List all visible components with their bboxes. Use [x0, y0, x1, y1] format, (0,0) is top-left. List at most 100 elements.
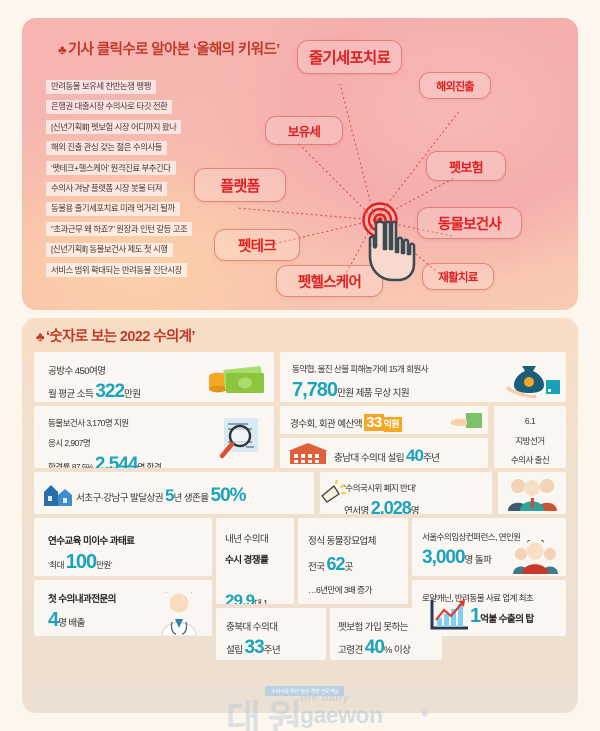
stat-line: 첫 수의내과전문의: [48, 594, 116, 605]
stat-line: 응시 2,907명: [48, 438, 91, 449]
stat-unit: 억불 수출의 탑: [480, 614, 534, 625]
hand-pointer-icon: [362, 202, 416, 282]
stat-number: 29.9: [225, 591, 255, 604]
list-item[interactable]: ‘펫테크+헬스케어’ 원격진료 부추긴다: [46, 161, 176, 176]
stat-line: …6년만에 3배 증가: [308, 585, 372, 596]
watermark-gaewon: gaewon: [300, 702, 383, 728]
stat-card-seocho-gangnam[interactable]: 서초구·강남구 발달상권 5년 생존율 50%: [34, 472, 314, 514]
stat-card-people-photo: [498, 472, 566, 514]
stat-line: ‘최대: [48, 560, 66, 571]
stat-card-suuiguksi[interactable]: ‘수의국시위 폐지 반대’ 연서명 2,028명: [320, 472, 492, 514]
stat-number: 40: [406, 446, 424, 465]
stat-line: 연수교육 미이수 과태료: [48, 536, 135, 547]
doctor-icon: [161, 592, 197, 636]
people-icon: [508, 479, 557, 511]
keyword-bubble-stemcell[interactable]: 줄기세포치료: [297, 40, 402, 74]
stat-number: 2,544: [94, 453, 139, 468]
stat-card-jangmyo-eopche[interactable]: 정식 동물장묘업체 전국 62곳 …6년만에 3배 증가: [298, 518, 408, 604]
keyword-bubble-ownership-tax[interactable]: 보유세: [265, 116, 343, 145]
megaphone-icon: [321, 480, 346, 503]
stat-number: 322: [95, 381, 125, 402]
stat-number: 33: [364, 414, 384, 431]
keyword-section-title: ♣ 기사 클릭수로 알아본 ‘올해의 키워드’: [58, 42, 280, 58]
headline-list: 반려동물 보유세 찬반논쟁 팽팽 은행권 대출시장 수의사로 타깃 전환 [신년…: [46, 76, 193, 280]
stats-grid: 공방수 450여명 월 평균 소득 322만원 동약협, 울진 산불 피해농가에…: [34, 352, 566, 691]
stat-unit: 명: [410, 506, 420, 514]
money-icon: [209, 366, 264, 393]
list-item[interactable]: 동물용 줄기세포치료 미래 먹거리 될까: [46, 202, 180, 217]
club-bullet-icon: ♣: [36, 329, 45, 344]
stat-card-royal-canin[interactable]: 로얄캐닌, 반려동물 사료 업계 최초 1억불 수출의 탑: [412, 580, 566, 636]
stat-card-suyang-gyeongjaengnyul[interactable]: 내년 수의대 수시 경쟁률 29.9대 1: [216, 518, 294, 604]
university-icon: [288, 443, 328, 464]
stat-number: 100: [65, 551, 97, 574]
keyword-bubble-pet-healthcare[interactable]: 펫헬스케어: [276, 265, 383, 297]
keyword-section: ♣ 기사 클릭수로 알아본 ‘올해의 키워드’ 반려동물 보유세 찬반논쟁 팽팽 …: [22, 18, 578, 310]
stat-card-naegwa-jeonmuni[interactable]: 첫 수의내과전문의 4명 배출: [34, 580, 212, 636]
list-item[interactable]: 은행권 대출시장 수의사로 타깃 전환: [46, 100, 173, 115]
list-item[interactable]: 수의사 겨냥 플랫폼 시장 봇물 터져: [46, 181, 167, 196]
stat-unit: 만원’: [96, 560, 113, 571]
stat-unit: 주년: [263, 645, 281, 657]
stat-card-chungnam-univ[interactable]: 충남대 수의대 설립 40주년: [280, 438, 488, 468]
stat-line: 6.1: [524, 416, 536, 426]
money-bag-icon: [506, 366, 560, 398]
keyword-bubble-pet-insurance[interactable]: 펫보험: [426, 151, 506, 181]
list-item[interactable]: 반려동물 보유세 찬반논쟁 팽팽: [46, 79, 156, 94]
stat-number: 33: [244, 637, 265, 659]
stat-unit: 만원: [124, 389, 141, 401]
stat-line: 월 평균 소득: [48, 389, 96, 401]
stat-line: 충북대 수의대: [226, 622, 278, 633]
stat-card-local-election[interactable]: 6.1 지방선거 수의사 출신 3명 당선: [494, 406, 566, 468]
stat-card-yeonsu-gyoyuk[interactable]: 연수교육 미이수 과태료 ‘최대 100만원’: [34, 518, 212, 576]
stat-card-gongbangsu[interactable]: 공방수 450여명 월 평균 소득 322만원: [34, 352, 274, 402]
keyword-bubble-overseas[interactable]: 해외진출: [419, 72, 491, 99]
watermark-korean: 대 원: [226, 699, 302, 731]
stat-line: 공방수 450여명: [48, 366, 106, 377]
keyword-bubble-rehab[interactable]: 재활치료: [422, 263, 494, 290]
stat-number: 62: [326, 554, 346, 575]
stat-number: 4: [48, 609, 59, 632]
stat-line: ‘수의국시위 폐지 반대’: [344, 483, 417, 493]
stat-unit: 주년: [422, 453, 440, 464]
stat-number: 40: [364, 637, 385, 659]
stat-line: 지방선거: [515, 435, 545, 446]
stat-line: 동물보건사 3,170명 지원: [48, 418, 129, 428]
paw-icon: ❦: [420, 706, 431, 720]
stat-unit: 곳: [344, 562, 354, 574]
stat-line: 로얄캐닌, 반려동물 사료 업계 최초: [422, 593, 534, 603]
list-item[interactable]: “초과근무 왜 하죠?” 원장과 인턴 갈등 고조: [46, 222, 193, 237]
keyword-bubble-pettech[interactable]: 펫테크: [214, 229, 300, 261]
stat-line: 연서명: [344, 506, 371, 514]
stat-line: 충남대 수의대 설립: [334, 453, 407, 464]
magnifier-icon: [219, 418, 258, 459]
list-item[interactable]: 서비스 범위 확대되는 반려동물 진단시장: [46, 263, 187, 278]
stat-card-dongmul-bogeonsa[interactable]: 동물보건사 3,170명 지원 응시 2,907명 합격률 87.5% 2,54…: [34, 406, 274, 468]
stat-unit: 명 배출: [58, 618, 85, 630]
stat-line: 경수회, 회관 예산액: [290, 419, 365, 430]
stat-card-chungbuk-univ[interactable]: 충북대 수의대 설립 33주년: [216, 608, 326, 660]
stat-card-dongyakhyeop[interactable]: 동약협, 울진 산불 피해농가에 15개 회원사 7,780만원 제품 무상 지…: [280, 352, 566, 402]
stat-number: 7,780: [292, 379, 338, 402]
list-item[interactable]: [신년기획Ⅱ] 동물보건사 제도 첫 시행: [46, 242, 173, 257]
list-item[interactable]: [신년기획Ⅲ] 펫보험 시장 어디까지 왔나: [46, 120, 182, 135]
people-icon: [513, 540, 558, 574]
stat-unit: % 이상: [383, 645, 411, 657]
stat-unit: 명 돌파: [464, 555, 492, 567]
stat-card-gyeongsuhoe[interactable]: 경수회, 회관 예산액 33 억원: [280, 406, 488, 434]
keyword-bubble-platform[interactable]: 플랫폼: [194, 168, 286, 202]
stat-line: 동약협, 울진 산불 피해농가에 15개 회원사: [292, 364, 429, 374]
stat-line: 수시 경쟁률: [225, 554, 269, 566]
stat-line: 설립: [226, 645, 245, 657]
stat-card-seoul-conference[interactable]: 서울수의임상컨퍼런스, 연인원 3,000명 돌파: [412, 518, 566, 576]
stat-line: 서울수의임상컨퍼런스, 연인원: [422, 532, 521, 542]
hand-cash-icon: [451, 413, 482, 428]
stat-line: 내년 수의대: [225, 534, 269, 545]
keyword-bubble-animal-health-tech[interactable]: 동물보건사: [417, 207, 522, 239]
stat-number: 5: [165, 486, 175, 505]
list-item[interactable]: 해외 진출 관심 갖는 젊은 수의사들: [46, 140, 167, 155]
stat-line: 정식 동물장묘업체: [308, 536, 376, 547]
stat-line: 펫보험 가입 못하는: [338, 622, 409, 633]
buildings-icon: [44, 485, 72, 506]
stat-line: 수의사 출신: [510, 455, 550, 466]
